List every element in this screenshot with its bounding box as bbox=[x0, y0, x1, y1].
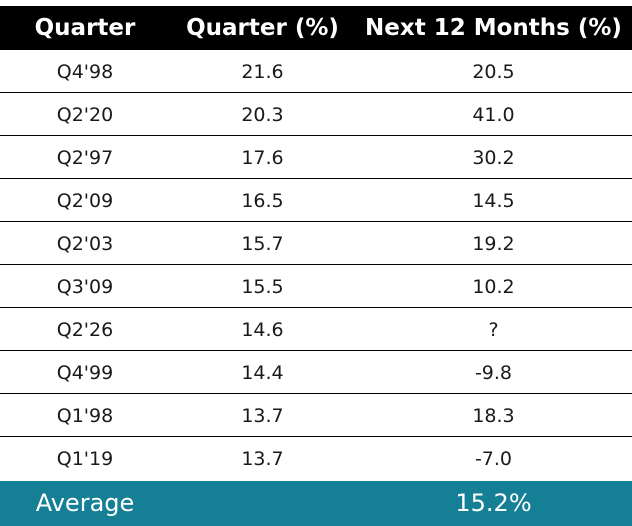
table-row: Q2'26 14.6? bbox=[0, 308, 632, 351]
table-body: Q4'98 21.6 20.5 Q2'20 20.3 41.0 Q2'97 17.6 30.2 Q… bbox=[0, 50, 632, 480]
cell-quarter: Q1'19 bbox=[56, 448, 114, 470]
cell-next-12-months-pct: 20.5 bbox=[472, 61, 515, 83]
average-label: Average bbox=[35, 489, 135, 517]
cell-quarter: Q4'98 bbox=[56, 61, 114, 83]
table-row: Q2'03 15.7 19.2 bbox=[0, 222, 632, 265]
cell-quarter: Q2'97 bbox=[56, 147, 114, 169]
cell-quarter-pct: 21.6 bbox=[241, 61, 284, 83]
cell-next-12-months-pct: 30.2 bbox=[472, 147, 515, 169]
table-row: Q1'98 13.7 18.3 bbox=[0, 394, 632, 437]
table-row: Q2'97 17.6 30.2 bbox=[0, 136, 632, 179]
table-footer-average: Average 15.2% bbox=[0, 481, 632, 526]
cell-quarter-pct: 13.7 bbox=[241, 448, 284, 470]
average-value: 15.2% bbox=[455, 489, 532, 517]
cell-quarter: Q3'09 bbox=[56, 276, 114, 298]
cell-next-12-months-pct: 14.5 bbox=[472, 190, 515, 212]
table-row: Q4'99 14.4 -9.8 bbox=[0, 351, 632, 394]
column-header-quarter-pct: Quarter (%) bbox=[186, 15, 339, 41]
table-row: Q1'19 13.7 -7.0 bbox=[0, 437, 632, 480]
cell-quarter-pct: 17.6 bbox=[241, 147, 284, 169]
column-header-next-12-months-pct: Next 12 Months (%) bbox=[365, 15, 622, 41]
cell-quarter: Q2'09 bbox=[56, 190, 114, 212]
cell-next-12-months-pct: ? bbox=[488, 319, 499, 341]
cell-quarter-pct: 20.3 bbox=[241, 104, 284, 126]
cell-quarter: Q4'99 bbox=[56, 362, 114, 384]
table-row: Q2'09 16.5 14.5 bbox=[0, 179, 632, 222]
cell-next-12-months-pct: 19.2 bbox=[472, 233, 515, 255]
cell-quarter: Q2'26 bbox=[56, 319, 114, 341]
table-header: Quarter Quarter (%) Next 12 Months (%) bbox=[0, 6, 632, 50]
cell-next-12-months-pct: 18.3 bbox=[472, 405, 515, 427]
cell-quarter-pct: 15.5 bbox=[241, 276, 284, 298]
cell-next-12-months-pct: -9.8 bbox=[474, 362, 513, 384]
table-row: Q4'98 21.6 20.5 bbox=[0, 50, 632, 93]
table-row: Q3'09 15.5 10.2 bbox=[0, 265, 632, 308]
column-header-quarter: Quarter bbox=[34, 15, 136, 41]
cell-quarter-pct: 14.4 bbox=[241, 362, 284, 384]
cell-next-12-months-pct: -7.0 bbox=[474, 448, 513, 470]
cell-quarter: Q2'20 bbox=[56, 104, 114, 126]
cell-quarter-pct: 14.6 bbox=[241, 319, 284, 341]
cell-next-12-months-pct: 10.2 bbox=[472, 276, 515, 298]
cell-quarter-pct: 16.5 bbox=[241, 190, 284, 212]
cell-quarter: Q1'98 bbox=[56, 405, 114, 427]
cell-next-12-months-pct: 41.0 bbox=[472, 104, 515, 126]
table-row: Q2'20 20.3 41.0 bbox=[0, 93, 632, 136]
cell-quarter: Q2'03 bbox=[56, 233, 114, 255]
cell-quarter-pct: 13.7 bbox=[241, 405, 284, 427]
cell-quarter-pct: 15.7 bbox=[241, 233, 284, 255]
